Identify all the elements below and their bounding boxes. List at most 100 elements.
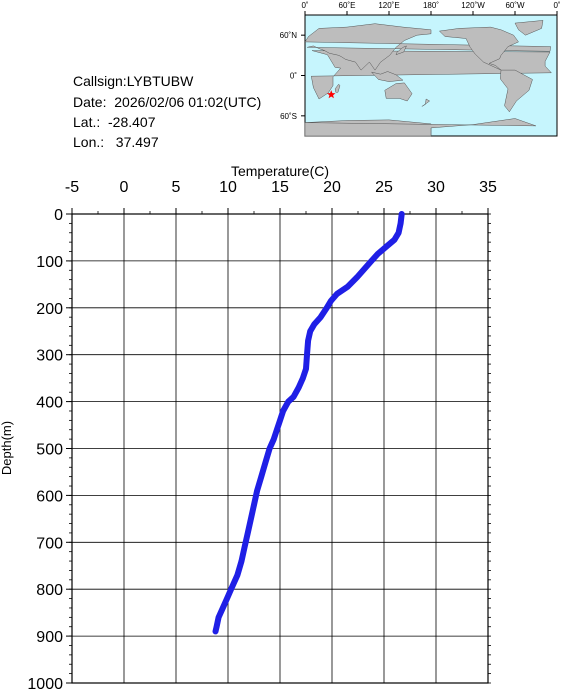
map-lon-label: 120˚W [461, 1, 485, 10]
data-point [277, 417, 283, 423]
continent-japan [395, 45, 407, 56]
y-tick-label: 900 [36, 629, 63, 646]
continent-europe-asia [304, 23, 551, 71]
data-point [375, 251, 381, 257]
x-tick-label: 0 [120, 179, 129, 196]
chart-grid [71, 213, 489, 684]
data-point [271, 436, 277, 442]
y-tick-label: 100 [36, 254, 63, 271]
x-tick-label: 10 [219, 179, 237, 196]
data-point [280, 408, 286, 414]
map-longitude-labels: 0˚ 60˚E 120˚E 180˚ 120˚W 60˚W 0˚ [301, 1, 560, 10]
data-point [362, 265, 368, 271]
data-point [369, 258, 375, 264]
data-point [334, 291, 340, 297]
data-point [300, 375, 306, 381]
data-point [228, 586, 234, 592]
continent-australia [384, 82, 413, 102]
x-tick-label: 15 [271, 179, 289, 196]
data-point [311, 321, 317, 327]
y-tick-label: 700 [36, 535, 63, 552]
data-point [213, 628, 219, 634]
data-point [224, 596, 230, 602]
location-map: 0˚ 60˚E 120˚E 180˚ 120˚W 60˚W 0˚ 60˚N 0˚ 60˚S [280, 1, 561, 137]
y-tick-label: 800 [36, 582, 63, 599]
data-point [383, 244, 389, 250]
data-point [251, 502, 257, 508]
x-axis-ticks: -5 0 5 10 15 20 25 30 35 [65, 179, 497, 214]
continent-indonesia [370, 71, 404, 82]
map-lon-label: 60˚W [505, 1, 525, 10]
data-point [303, 366, 309, 372]
data-point [267, 446, 273, 451]
y-axis-title: Depth(m) [0, 421, 14, 475]
data-point [285, 399, 291, 405]
data-point [220, 605, 226, 611]
map-lat-label: 60˚S [280, 112, 297, 121]
y-axis-ticks: 0 100 200 300 400 500 600 700 800 900 1000 [27, 207, 491, 690]
y-tick-label: 200 [36, 301, 63, 318]
x-tick-label: 30 [427, 179, 445, 196]
data-point [254, 488, 260, 494]
map-land [304, 20, 552, 137]
data-point [216, 614, 222, 620]
data-point [354, 274, 360, 280]
map-lat-label: 60˚N [280, 31, 298, 40]
y-tick-label: 0 [54, 207, 63, 224]
series-line [212, 211, 405, 635]
callsign-label: Callsign:LYBTUBW [73, 73, 194, 89]
map-lon-label: 0˚ [553, 1, 560, 10]
data-point [296, 385, 302, 391]
date-label: Date: 2026/02/06 01:02(UTC) [73, 94, 262, 110]
continent-madagascar [334, 83, 341, 93]
map-lon-label: 120˚E [378, 1, 399, 10]
y-tick-label: 300 [36, 348, 63, 365]
x-tick-label: 35 [479, 179, 497, 196]
continent-greenland [514, 20, 544, 36]
temperature-profile-line [212, 211, 405, 635]
data-point [248, 516, 254, 522]
data-point [391, 237, 397, 243]
map-latitude-labels: 60˚N 0˚ 60˚S [280, 31, 298, 121]
x-tick-label: 5 [172, 179, 181, 196]
data-point [234, 572, 240, 578]
map-lon-label: 0˚ [301, 1, 308, 10]
y-tick-label: 400 [36, 395, 63, 412]
continent-antarctica-west [304, 118, 537, 137]
continent-new-zealand [421, 98, 431, 107]
x-tick-label: 25 [375, 179, 393, 196]
continent-south-america [500, 69, 533, 113]
data-point [262, 460, 268, 466]
data-point [214, 624, 220, 630]
map-lon-label: 180˚ [423, 1, 439, 10]
data-point [239, 558, 245, 564]
station-marker [327, 90, 336, 99]
data-point [307, 328, 313, 334]
y-tick-label: 500 [36, 442, 63, 459]
data-point [345, 284, 351, 290]
latitude-label: Lat.: -28.407 [73, 114, 156, 130]
longitude-label: Lon.: 37.497 [73, 134, 159, 150]
data-point [291, 394, 297, 400]
data-point [245, 530, 251, 536]
continent-north-america [438, 26, 519, 71]
data-point [242, 544, 248, 550]
y-tick-label: 1000 [27, 676, 63, 690]
map-frame-ticks [301, 11, 558, 117]
data-point [324, 305, 330, 311]
data-point [274, 427, 280, 433]
x-tick-label: 20 [323, 179, 341, 196]
map-lat-label: 0˚ [290, 72, 297, 81]
data-point [399, 211, 405, 217]
data-point [318, 314, 324, 320]
data-point [328, 298, 334, 304]
data-point [258, 474, 264, 480]
data-point [398, 220, 404, 226]
map-lon-label: 60˚E [339, 1, 356, 10]
y-tick-label: 600 [36, 488, 63, 505]
data-point [305, 338, 311, 344]
data-point [304, 352, 310, 358]
data-point [396, 230, 402, 236]
x-axis-title: Temperature(C) [231, 163, 329, 179]
